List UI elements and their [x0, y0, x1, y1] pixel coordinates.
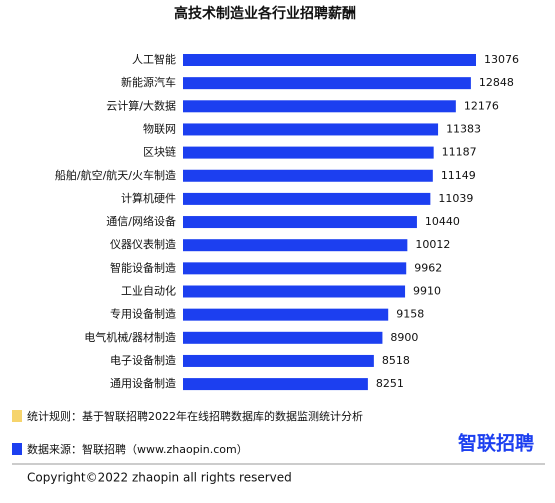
value-label: 11039 — [438, 192, 473, 205]
value-label: 10440 — [425, 215, 460, 228]
chart-title: 高技术制造业各行业招聘薪酬 — [174, 5, 356, 22]
bar — [183, 378, 368, 391]
value-label: 12176 — [464, 99, 499, 112]
value-label: 12848 — [479, 76, 514, 89]
bar — [183, 192, 431, 205]
category-label: 船舶/航空/航天/火车制造 — [55, 168, 176, 182]
value-label: 11187 — [442, 146, 477, 159]
copyright: Copyright©2022 zhaopin all rights reserv… — [27, 471, 292, 485]
bar — [183, 331, 383, 344]
category-label: 云计算/大数据 — [106, 98, 176, 112]
footer-rule: 统计规则：基于智联招聘2022年在线招聘数据库的数据监测统计分析 — [27, 409, 363, 423]
value-label: 8900 — [390, 331, 418, 344]
bar — [183, 262, 407, 275]
category-label: 区块链 — [143, 145, 176, 159]
value-label: 8518 — [382, 354, 410, 367]
value-label: 9910 — [413, 285, 441, 298]
category-label: 工业自动化 — [121, 284, 176, 298]
source-icon — [12, 443, 22, 455]
category-label: 物联网 — [143, 121, 176, 135]
category-label: 通信/网络设备 — [106, 214, 176, 228]
bar — [183, 123, 439, 136]
value-label: 8251 — [376, 377, 404, 390]
rule-icon — [12, 410, 22, 422]
bar — [183, 100, 456, 113]
category-label: 通用设备制造 — [110, 376, 176, 390]
category-label: 人工智能 — [132, 52, 176, 66]
value-label: 13076 — [484, 53, 519, 66]
category-label: 计算机硬件 — [121, 191, 176, 205]
value-label: 9962 — [414, 261, 442, 274]
category-label: 智能设备制造 — [110, 260, 176, 274]
category-label: 专用设备制造 — [110, 307, 176, 321]
bar — [183, 239, 408, 252]
category-label: 仪器仪表制造 — [110, 237, 176, 251]
bar — [183, 54, 476, 66]
logo: 智联招聘 — [458, 432, 534, 455]
bar — [183, 77, 471, 90]
value-label: 10012 — [415, 238, 450, 251]
bar — [183, 216, 417, 229]
bar — [183, 285, 406, 298]
value-label: 9158 — [396, 308, 424, 321]
value-label: 11149 — [441, 169, 476, 182]
category-label: 电气机械/器材制造 — [84, 330, 176, 344]
category-label: 电子设备制造 — [110, 353, 176, 367]
bar — [183, 308, 389, 321]
bar — [183, 169, 433, 182]
value-label: 11383 — [446, 122, 481, 135]
bar — [183, 146, 434, 159]
bar — [183, 354, 374, 367]
category-label: 新能源汽车 — [121, 75, 176, 89]
footer-source: 数据来源：智联招聘（www.zhaopin.com） — [27, 442, 248, 456]
